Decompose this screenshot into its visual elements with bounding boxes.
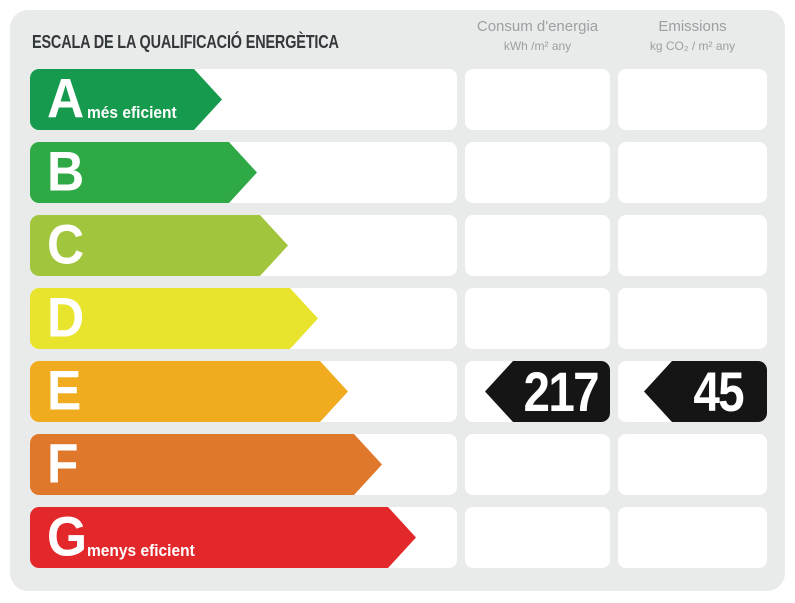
emissions-value-badge: 45	[644, 361, 767, 422]
emissions-cell	[618, 142, 767, 203]
grade-arrow-F: F	[30, 434, 382, 495]
grade-note: més eficient	[87, 104, 177, 122]
page-title: ESCALA DE LA QUALIFICACIÓ ENERGÈTICA	[32, 31, 339, 52]
grade-note: menys eficient	[87, 542, 195, 560]
grade-letter: F	[47, 430, 79, 494]
energy-scale-panel: ESCALA DE LA QUALIFICACIÓ ENERGÈTICA Con…	[10, 10, 785, 591]
consum-cell	[465, 142, 610, 203]
emissions-cell	[618, 215, 767, 276]
emissions-cell	[618, 507, 767, 568]
consum-cell	[465, 288, 610, 349]
rating-row-B: B	[10, 142, 785, 203]
emissions-cell	[618, 69, 767, 130]
consum-cell	[465, 434, 610, 495]
grade-arrow-D: D	[30, 288, 318, 349]
consum-cell	[465, 507, 610, 568]
grade-arrow-G: G menys eficient	[30, 507, 416, 568]
grade-letter: A	[47, 65, 85, 129]
grade-arrow-C: C	[30, 215, 288, 276]
emissions-cell	[618, 434, 767, 495]
consum-cell	[465, 215, 610, 276]
consum-column-label: Consum d'energia	[476, 18, 599, 35]
grade-letter: C	[47, 211, 85, 275]
consum-cell	[465, 69, 610, 130]
consum-value: 217	[523, 359, 599, 423]
consum-column-unit: kWh /m² any	[503, 39, 572, 53]
grade-letter: B	[47, 138, 85, 202]
grade-letter: E	[47, 357, 82, 421]
column-header-consum: Consum d'energia kWh /m² any	[465, 18, 610, 53]
rating-row-F: F	[10, 434, 785, 495]
rating-row-C: C	[10, 215, 785, 276]
rating-row-G: G menys eficient	[10, 507, 785, 568]
grade-arrow-E: E	[30, 361, 348, 422]
rating-row-A: A més eficient	[10, 69, 785, 130]
emissions-cell	[618, 288, 767, 349]
emissions-column-unit: kg CO₂ / m² any	[649, 39, 736, 53]
emissions-column-label: Emissions	[658, 18, 727, 35]
column-header-emissions: Emissions kg CO₂ / m² any	[618, 18, 767, 53]
consum-value-badge: 217	[485, 361, 610, 422]
grade-letter: D	[47, 284, 85, 348]
rating-row-D: D	[10, 288, 785, 349]
emissions-value: 45	[693, 359, 745, 423]
grade-arrow-B: B	[30, 142, 257, 203]
rating-row-E: E 217 45	[10, 361, 785, 422]
grade-arrow-A: A més eficient	[30, 69, 222, 130]
grade-letter: G	[47, 503, 88, 567]
